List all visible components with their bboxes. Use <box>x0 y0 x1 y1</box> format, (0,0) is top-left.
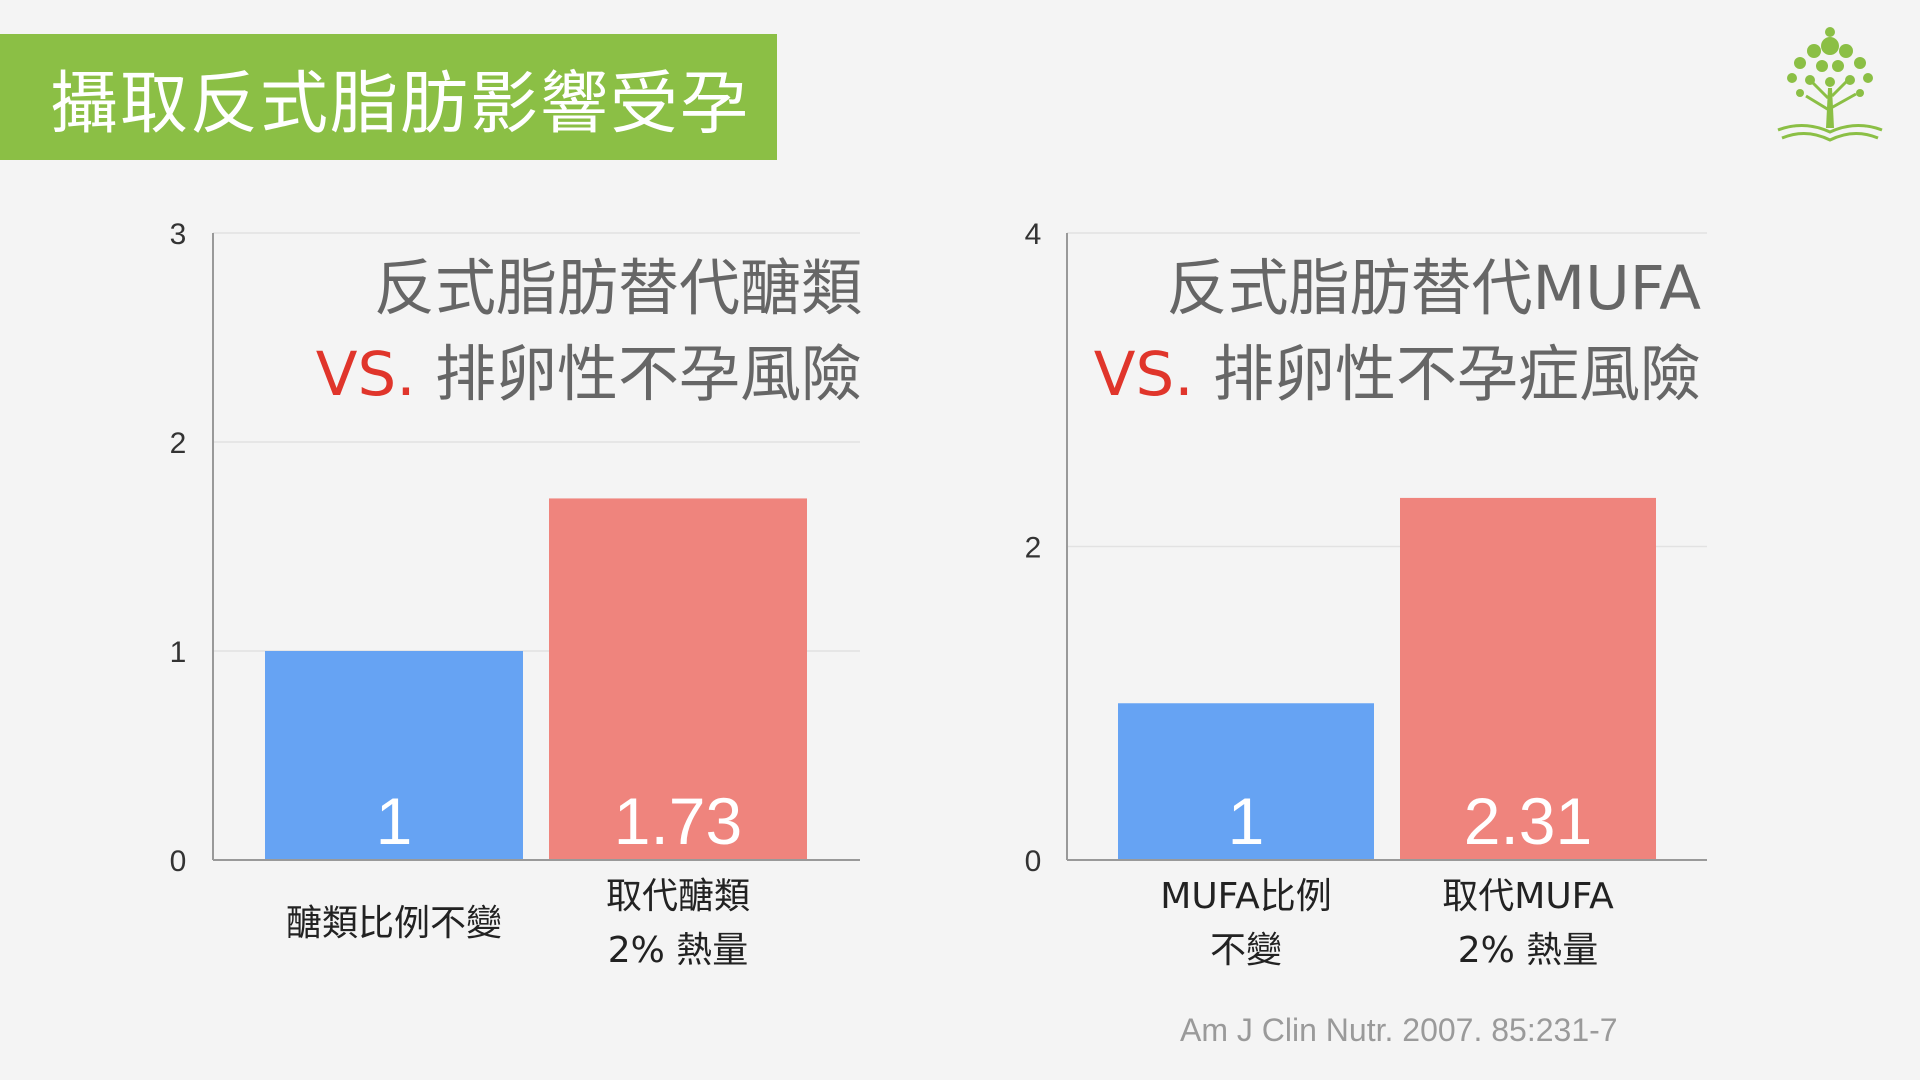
slide-title-banner: 攝取反式脂肪影響受孕 <box>0 34 777 160</box>
chart-2-category-label-2: 取代MUFA <box>1442 876 1614 917</box>
chart-2-title-line2-text: 排卵性不孕症風險 <box>1212 339 1701 410</box>
citation-source: Am J Clin Nutr. 2007. 85:231-7 <box>1180 1012 1618 1048</box>
chart-2-title-line1: 反式脂肪替代MUFA <box>1166 253 1702 324</box>
chart-1-value-label-1: 1 <box>376 784 413 858</box>
chart-1-title: 反式脂肪替代醣類 VS. 排卵性不孕風險 <box>316 246 862 418</box>
chart-1-title-line2: VS. 排卵性不孕風險 <box>316 332 862 418</box>
chart-2-ytick-label: 0 <box>1025 845 1042 878</box>
chart-2-title: 反式脂肪替代MUFA VS. 排卵性不孕症風險 <box>1094 246 1701 418</box>
chart-2-title-line2: VS. 排卵性不孕症風險 <box>1094 332 1701 418</box>
chart-1-title-line2-text: 排卵性不孕風險 <box>434 339 862 410</box>
chart-1-ytick-label: 1 <box>170 636 187 669</box>
chart-1-bar-1 <box>265 651 523 860</box>
chart-1-vs-label: VS. <box>315 339 416 410</box>
chart-2-bar-2 <box>1400 497 1656 860</box>
chart-2-vs-label: VS. <box>1093 339 1194 410</box>
chart-1-ytick-label: 0 <box>170 845 187 878</box>
chart-2-bar-1 <box>1118 703 1374 860</box>
chart-1-value-label-2: 1.73 <box>614 784 742 858</box>
slide-title: 攝取反式脂肪影響受孕 <box>50 64 751 144</box>
chart-2-ytick-label: 4 <box>1025 218 1042 251</box>
chart-1-bar-2 <box>549 498 807 860</box>
chart-1-category-label-2: 2% 熱量 <box>608 930 749 971</box>
chart-2-value-label-1: 1 <box>1228 784 1265 858</box>
chart-1-category-label-2: 取代醣類 <box>606 876 750 917</box>
chart-1-ytick-label: 2 <box>170 427 187 460</box>
tree-book-logo-icon <box>1777 27 1883 142</box>
chart-2-category-label-2: 2% 熱量 <box>1458 930 1599 971</box>
chart-1-title-line1: 反式脂肪替代醣類 <box>373 253 862 324</box>
chart-1-ytick-label: 3 <box>170 218 187 251</box>
chart-2-category-label-1: 不變 <box>1210 930 1282 971</box>
chart-1-category-label-1: 醣類比例不變 <box>286 903 502 944</box>
chart-2-value-label-2: 2.31 <box>1464 784 1592 858</box>
chart-2-ytick-label: 2 <box>1025 532 1042 565</box>
chart-2-category-label-1: MUFA比例 <box>1160 876 1331 917</box>
